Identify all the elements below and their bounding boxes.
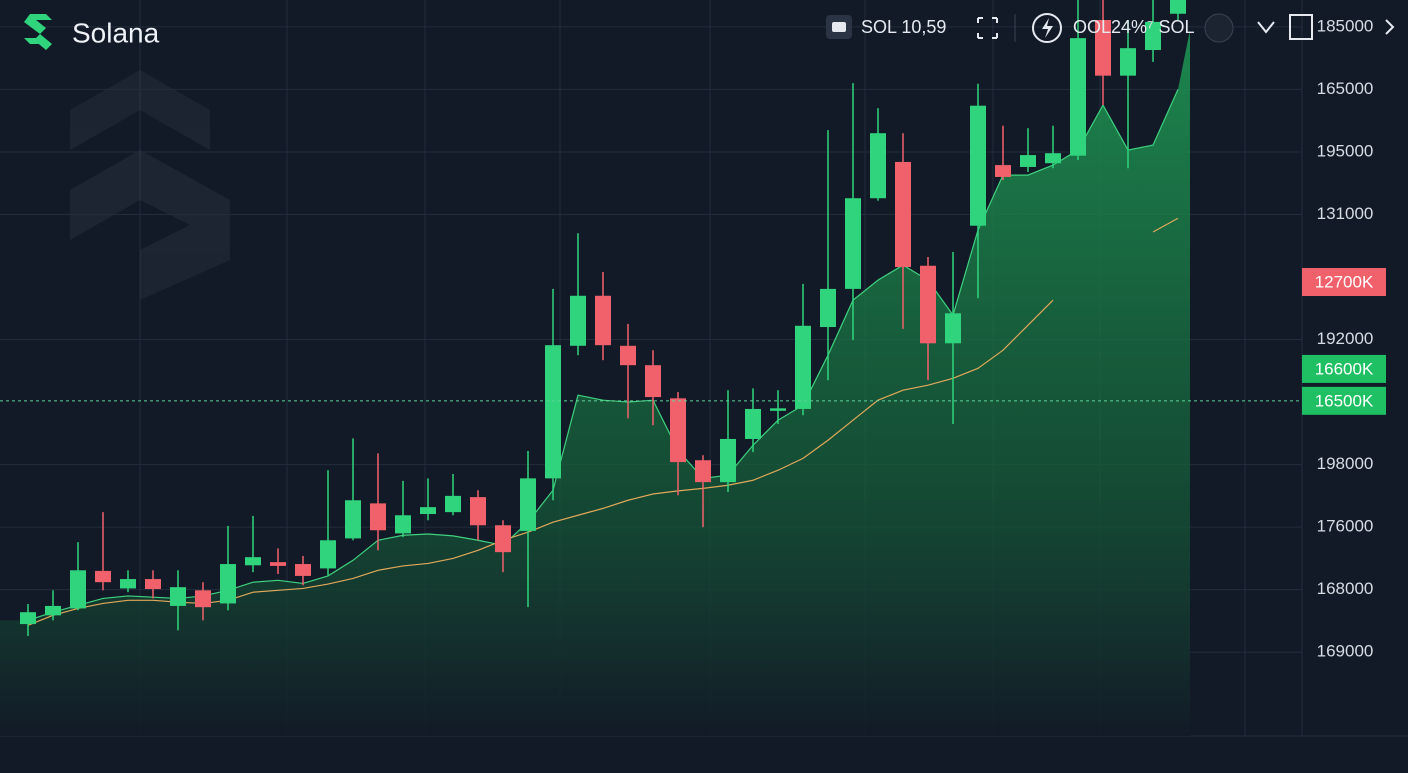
candle-body bbox=[970, 105, 986, 226]
y-tick-label: 198000 bbox=[1317, 454, 1374, 473]
price-badge-label: 12700K bbox=[1315, 273, 1374, 292]
candle-body bbox=[95, 570, 111, 583]
settings-icon[interactable] bbox=[1204, 13, 1234, 43]
candle-body bbox=[1120, 48, 1136, 76]
candle-body bbox=[170, 587, 186, 606]
logo bbox=[24, 14, 52, 50]
candle-body bbox=[920, 265, 936, 344]
candle-body bbox=[645, 365, 661, 398]
candle-body bbox=[1070, 38, 1086, 156]
candle-body bbox=[995, 165, 1011, 177]
camera-glyph bbox=[832, 22, 846, 32]
candle-body bbox=[745, 408, 761, 439]
price-badge bbox=[1302, 386, 1386, 415]
candle-body bbox=[1020, 155, 1036, 167]
candle-body bbox=[220, 564, 236, 604]
y-tick-label: 195000 bbox=[1317, 141, 1374, 160]
alert-icon[interactable] bbox=[1032, 13, 1062, 43]
candle-body bbox=[1095, 20, 1111, 76]
candle-body bbox=[345, 500, 361, 539]
candle-body bbox=[1170, 0, 1186, 14]
price-badge-label: 16500K bbox=[1315, 391, 1374, 410]
candle-body bbox=[620, 345, 636, 366]
draw-icon[interactable] bbox=[1289, 14, 1313, 40]
price-ticker: SOL 10,59 bbox=[861, 17, 946, 37]
candle-body bbox=[1045, 153, 1061, 164]
y-tick-label: 165000 bbox=[1317, 79, 1374, 98]
price-badge-label: 16600K bbox=[1315, 359, 1374, 378]
candle-body bbox=[520, 478, 536, 531]
candle-body bbox=[320, 540, 336, 569]
candle-body bbox=[820, 288, 836, 328]
area-line bbox=[27, 89, 1179, 621]
candle-body bbox=[695, 460, 711, 483]
candle-body bbox=[45, 605, 61, 616]
fullscreen-icon[interactable] bbox=[977, 17, 998, 39]
y-tick-label: 176000 bbox=[1317, 517, 1374, 536]
price-badge bbox=[1302, 268, 1386, 297]
candle-body bbox=[120, 579, 136, 589]
candle-body bbox=[545, 345, 561, 479]
candle-body bbox=[570, 295, 586, 346]
candle-body bbox=[845, 198, 861, 289]
candle-body bbox=[245, 557, 261, 566]
candle-body bbox=[945, 313, 961, 344]
y-tick-label: 168000 bbox=[1317, 579, 1374, 598]
area bbox=[0, 30, 1190, 736]
candle-body bbox=[445, 495, 461, 513]
alert-glyph bbox=[1042, 18, 1053, 38]
candle-body bbox=[670, 398, 686, 463]
candle-body bbox=[720, 438, 736, 483]
candle-body bbox=[1145, 21, 1161, 51]
plot bbox=[0, 0, 1302, 736]
candle-body bbox=[870, 133, 886, 199]
candle-body bbox=[420, 507, 436, 515]
change-ticker: OOL24%⁷ SOL bbox=[1073, 17, 1195, 37]
candle-body bbox=[145, 579, 161, 590]
y-tick-label: 185000 bbox=[1317, 16, 1374, 35]
candle-body bbox=[270, 562, 286, 566]
candle-body bbox=[470, 497, 486, 526]
dropdown-icon[interactable] bbox=[1257, 21, 1275, 34]
candle-body bbox=[495, 525, 511, 553]
candle-body bbox=[370, 503, 386, 531]
candle-body bbox=[595, 295, 611, 346]
price-badge bbox=[1302, 354, 1386, 383]
candle-body bbox=[70, 570, 86, 609]
candle-body bbox=[20, 612, 36, 625]
next-icon[interactable] bbox=[1385, 19, 1395, 35]
candle-body bbox=[795, 325, 811, 409]
y-tick-label: 169000 bbox=[1317, 642, 1374, 661]
candle-body bbox=[295, 564, 311, 576]
watermark-logo bbox=[70, 70, 230, 300]
candle-body bbox=[195, 590, 211, 608]
candle-body bbox=[770, 408, 786, 411]
candle-body bbox=[395, 515, 411, 534]
y-tick-label: 131000 bbox=[1317, 204, 1374, 223]
app-title: Solana bbox=[72, 17, 160, 48]
y-tick-label: 192000 bbox=[1317, 329, 1374, 348]
candle-body bbox=[895, 161, 911, 268]
